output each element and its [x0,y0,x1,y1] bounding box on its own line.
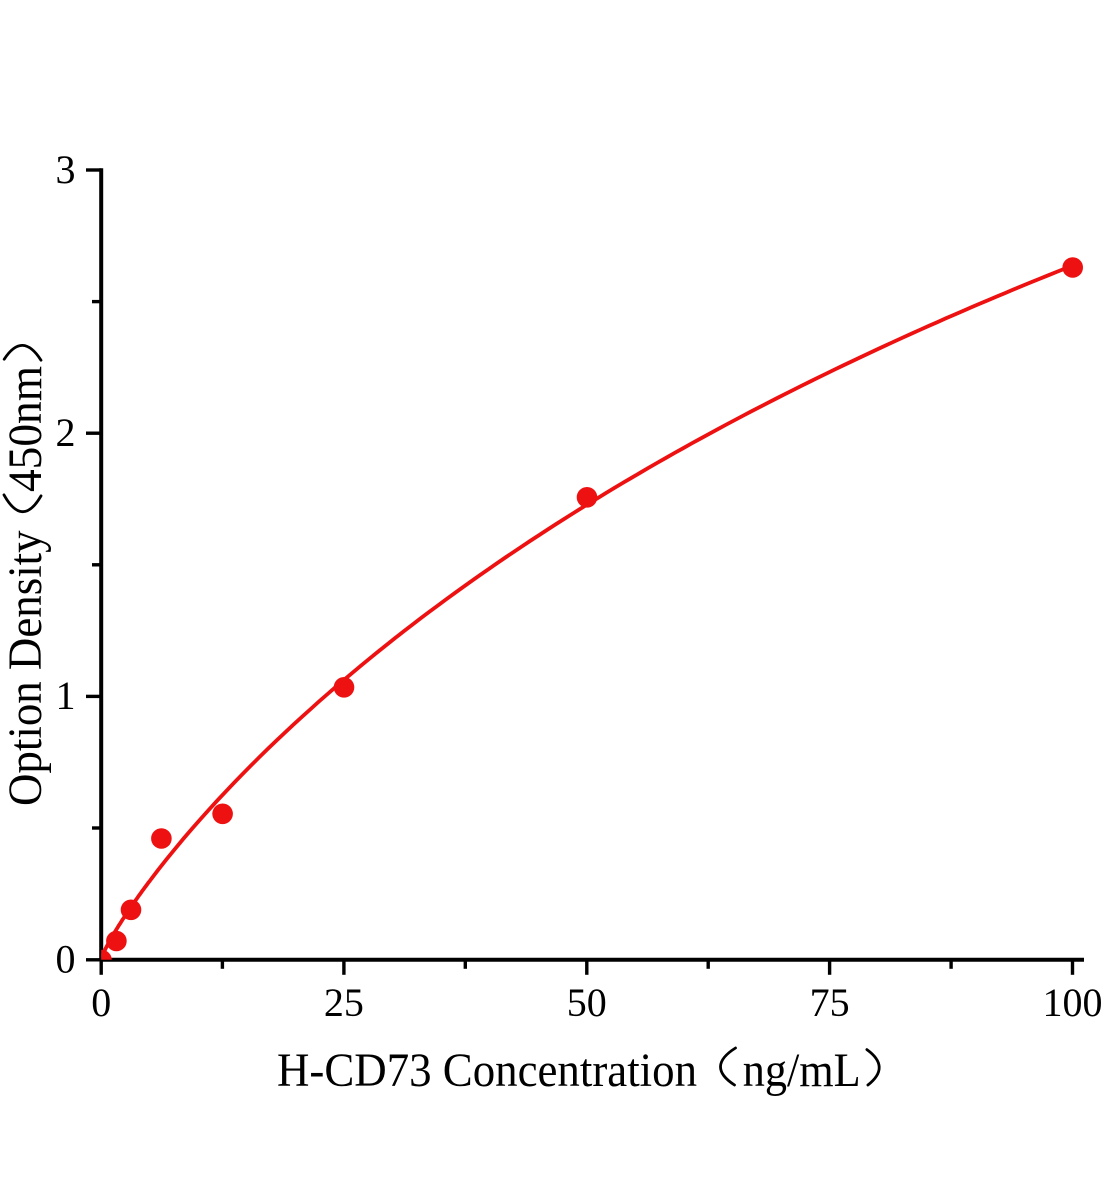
svg-text:75: 75 [810,980,850,1025]
svg-text:ng/mL: ng/mL [743,1044,861,1097]
svg-text:0: 0 [91,980,111,1025]
svg-text:Option Density: Option Density [0,530,52,806]
svg-text:3: 3 [56,147,76,192]
svg-text:1: 1 [56,673,76,718]
svg-text:450nm: 450nm [0,366,52,492]
svg-text:2: 2 [56,410,76,455]
svg-text:50: 50 [567,980,607,1025]
svg-text:100: 100 [1043,980,1103,1025]
svg-text:H-CD73 Concentration: H-CD73 Concentration [277,1044,697,1097]
svg-text:25: 25 [324,980,364,1025]
svg-text:0: 0 [56,937,76,982]
